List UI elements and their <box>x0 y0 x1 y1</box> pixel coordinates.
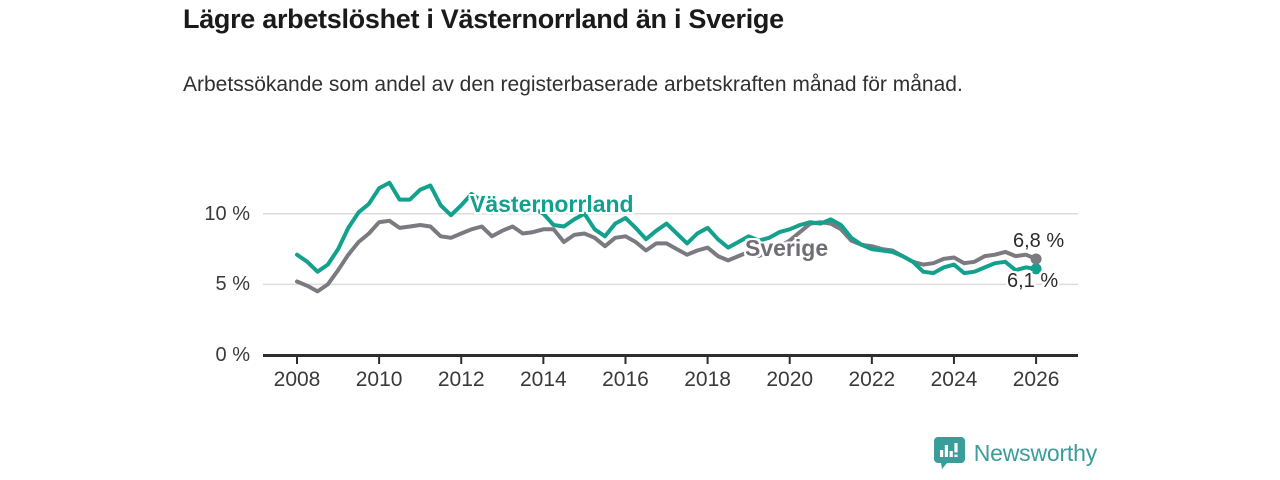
x-tick-label: 2008 <box>273 368 321 391</box>
x-tick-label: 2024 <box>930 368 978 391</box>
end-value-sverige: 6,8 % <box>1013 230 1065 252</box>
x-tick-label: 2014 <box>520 368 567 391</box>
y-tick-label: 10 % <box>204 202 250 225</box>
brand-name: Newsworthy <box>973 439 1097 466</box>
newsworthy-bubble-icon <box>933 437 965 469</box>
series-label-vasternorrland: Västernorrland <box>470 191 634 217</box>
x-tick-label: 2026 <box>1012 368 1060 391</box>
x-tick-label: 2018 <box>684 368 731 391</box>
end-dot-sverige <box>1030 253 1042 265</box>
x-tick-label: 2010 <box>355 368 403 391</box>
series-line-västernorrland <box>295 180 1039 276</box>
y-tick-label: 0 % <box>215 344 250 366</box>
x-tick-label: 2020 <box>766 368 814 391</box>
series-line-sverige <box>295 218 1039 294</box>
page-title: Lägre arbetslöshet i Västernorrland än i… <box>183 4 784 34</box>
x-tick-label: 2022 <box>848 368 896 391</box>
page-subtitle: Arbetssökande som andel av den registerb… <box>183 73 963 96</box>
x-tick-label: 2016 <box>602 368 649 391</box>
x-tick-label: 2012 <box>437 368 485 391</box>
series-label-sverige: Sverige <box>745 235 829 261</box>
bar-chart-glyph <box>939 443 958 457</box>
end-dot-västernorrland <box>1030 263 1042 275</box>
bubble-shape <box>933 437 965 469</box>
end-value-vasternorrland: 6,1 % <box>1007 270 1059 292</box>
y-tick-label: 5 % <box>215 273 250 296</box>
newsworthy-logo: Newsworthy <box>933 436 1097 470</box>
